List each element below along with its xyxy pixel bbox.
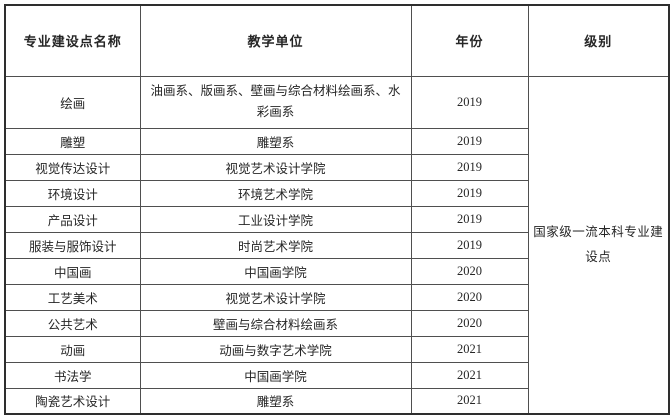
cell-unit: 雕塑系 [139,127,412,155]
table-row: 视觉传达设计 视觉艺术设计学院 2019 [4,153,669,181]
cell-name: 工艺美术 [4,283,141,311]
table-row: 工艺美术 视觉艺术设计学院 2020 [4,283,669,311]
header-year: 年份 [410,4,529,77]
header-row: 专业建设点名称 教学单位 年份 级别 [4,4,670,77]
cell-year: 2019 [410,231,529,259]
cell-unit: 视觉艺术设计学院 [139,283,412,311]
cell-name: 产品设计 [4,205,141,233]
cell-name: 书法学 [4,361,141,389]
header-level: 级别 [527,4,670,77]
cell-year: 2021 [410,361,529,389]
cell-unit: 壁画与综合材料绘画系 [139,309,412,337]
cell-year: 2020 [410,283,529,311]
table-row: 绘画 油画系、版画系、壁画与综合材料绘画系、水彩画系 2019 国家级一流本科专业建设… [4,75,670,415]
cell-unit: 中国画学院 [139,257,412,285]
table-row: 环境设计 环境艺术学院 2019 [4,179,669,207]
cell-unit: 动画与数字艺术学院 [139,335,412,363]
cell-unit: 时尚艺术学院 [139,231,412,259]
cell-name: 公共艺术 [4,309,141,337]
cell-year: 2021 [410,335,529,363]
table-row: 中国画 中国画学院 2020 [4,257,669,285]
cell-year: 2020 [410,309,529,337]
cell-unit: 环境艺术学院 [139,179,412,207]
table-row: 服装与服饰设计 时尚艺术学院 2019 [4,231,669,259]
cell-name: 雕塑 [4,127,141,155]
table-row: 书法学 中国画学院 2021 [4,361,669,389]
cell-name: 环境设计 [4,179,141,207]
cell-year: 2019 [410,205,529,233]
table-row: 雕塑 雕塑系 2019 [4,127,669,155]
specialty-table-container: 专业建设点名称 教学单位 年份 级别 绘画 油画系、版画系、壁画与综合材料绘画系、… [4,4,670,415]
cell-unit: 中国画学院 [139,361,412,389]
table-row: 公共艺术 壁画与综合材料绘画系 2020 [4,309,669,337]
cell-year: 2019 [410,179,529,207]
cell-name: 中国画 [4,257,141,285]
table-row: 产品设计 工业设计学院 2019 [4,205,669,233]
cell-level-merged: 国家级一流本科专业建设点 [527,75,670,415]
table-body: 绘画 油画系、版画系、壁画与综合材料绘画系、水彩画系 2019 国家级一流本科专业建设… [4,75,670,415]
cell-year: 2020 [410,257,529,285]
specialty-construction-table: 专业建设点名称 教学单位 年份 级别 绘画 油画系、版画系、壁画与综合材料绘画系、… [4,4,670,415]
cell-name: 动画 [4,335,141,363]
cell-year: 2019 [410,75,529,129]
cell-unit: 视觉艺术设计学院 [139,153,412,181]
cell-year: 2021 [410,387,529,415]
cell-name: 视觉传达设计 [4,153,141,181]
header-teaching-unit: 教学单位 [139,4,412,77]
cell-year: 2019 [410,127,529,155]
cell-name: 陶瓷艺术设计 [4,387,141,415]
cell-unit: 雕塑系 [139,387,412,415]
header-specialty-name: 专业建设点名称 [4,4,141,77]
cell-name: 绘画 [4,75,141,129]
cell-unit: 工业设计学院 [139,205,412,233]
cell-unit: 油画系、版画系、壁画与综合材料绘画系、水彩画系 [139,75,412,129]
table-header: 专业建设点名称 教学单位 年份 级别 [4,4,670,77]
table-row: 动画 动画与数字艺术学院 2021 [4,335,669,363]
cell-name: 服装与服饰设计 [4,231,141,259]
cell-year: 2019 [410,153,529,181]
table-row: 陶瓷艺术设计 雕塑系 2021 [4,387,669,415]
